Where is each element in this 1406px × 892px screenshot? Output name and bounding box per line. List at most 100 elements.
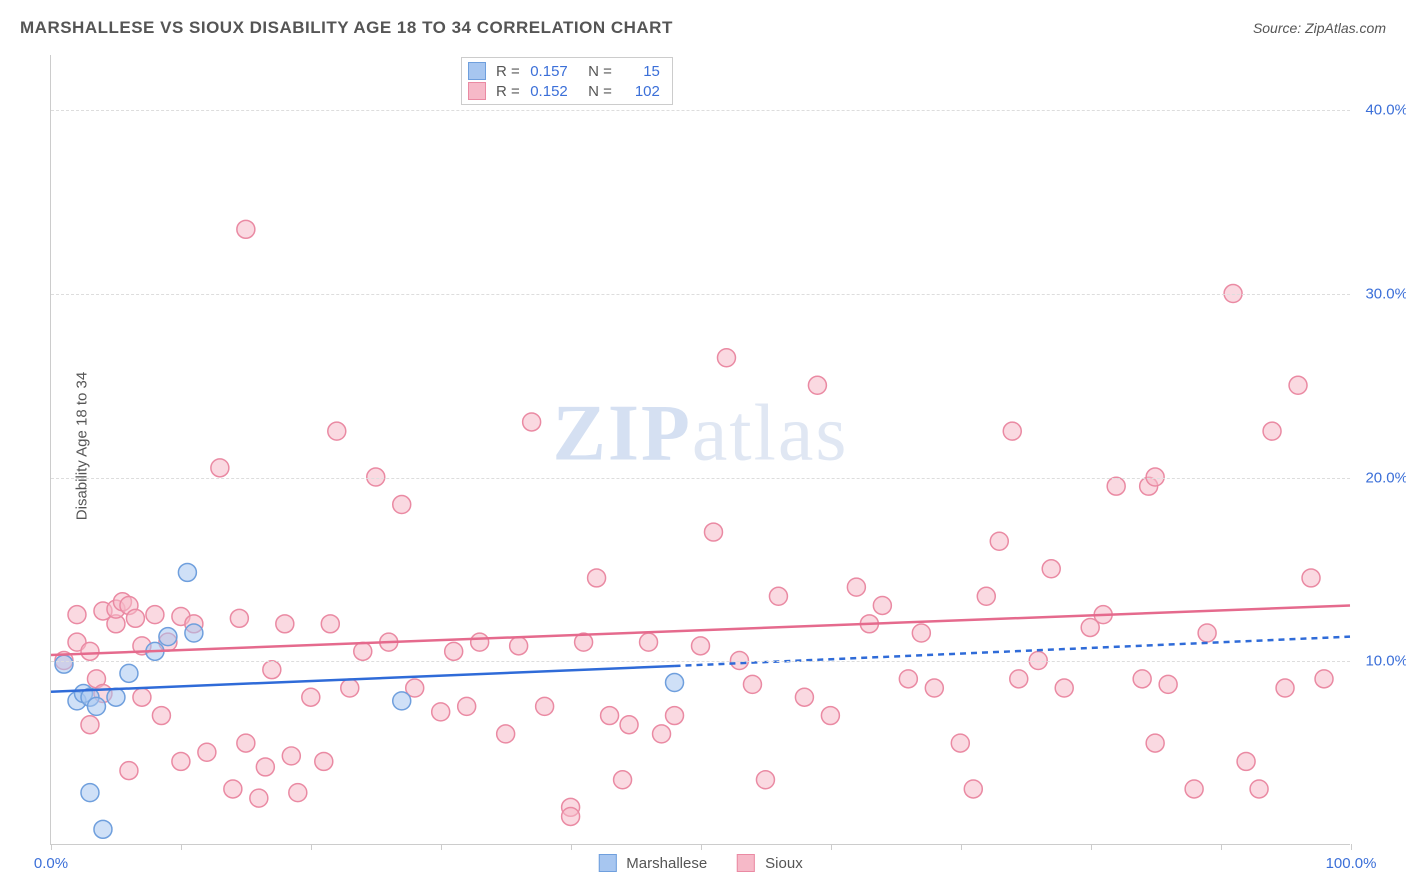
- swatch-sioux-icon: [737, 854, 755, 872]
- y-tick-label: 10.0%: [1358, 653, 1406, 670]
- data-point: [328, 422, 346, 440]
- data-point: [666, 674, 684, 692]
- x-tick-mark: [311, 844, 312, 850]
- data-point: [977, 587, 995, 605]
- data-point: [471, 633, 489, 651]
- swatch-marshallese: [468, 62, 486, 80]
- header: MARSHALLESE VS SIOUX DISABILITY AGE 18 T…: [20, 18, 1386, 38]
- data-point: [1250, 780, 1268, 798]
- swatch-marshallese-icon: [598, 854, 616, 872]
- data-point: [614, 771, 632, 789]
- data-point: [152, 707, 170, 725]
- data-point: [237, 734, 255, 752]
- chart-title: MARSHALLESE VS SIOUX DISABILITY AGE 18 T…: [20, 18, 673, 38]
- data-point: [601, 707, 619, 725]
- data-point: [81, 784, 99, 802]
- x-tick-mark: [701, 844, 702, 850]
- data-point: [666, 707, 684, 725]
- data-point: [341, 679, 359, 697]
- trend-line: [51, 666, 675, 692]
- data-point: [497, 725, 515, 743]
- data-point: [172, 752, 190, 770]
- data-point: [250, 789, 268, 807]
- data-point: [321, 615, 339, 633]
- data-point: [432, 703, 450, 721]
- data-point: [1237, 752, 1255, 770]
- data-point: [87, 697, 105, 715]
- x-tick-mark: [181, 844, 182, 850]
- data-point: [126, 609, 144, 627]
- data-point: [769, 587, 787, 605]
- data-point: [237, 220, 255, 238]
- data-point: [68, 606, 86, 624]
- data-point: [230, 609, 248, 627]
- data-point: [912, 624, 930, 642]
- gridline: [51, 661, 1350, 662]
- x-tick-mark: [441, 844, 442, 850]
- x-tick-label: 0.0%: [34, 855, 68, 872]
- data-point: [445, 642, 463, 660]
- scatter-svg: [51, 55, 1350, 844]
- data-point: [821, 707, 839, 725]
- y-tick-label: 40.0%: [1358, 102, 1406, 119]
- data-point: [925, 679, 943, 697]
- y-tick-label: 20.0%: [1358, 469, 1406, 486]
- data-point: [211, 459, 229, 477]
- data-point: [990, 532, 1008, 550]
- data-point: [1276, 679, 1294, 697]
- bottom-legend: Marshallese Sioux: [598, 854, 802, 872]
- data-point: [620, 716, 638, 734]
- x-tick-mark: [961, 844, 962, 850]
- data-point: [198, 743, 216, 761]
- data-point: [1159, 675, 1177, 693]
- x-tick-mark: [51, 844, 52, 850]
- data-point: [159, 628, 177, 646]
- data-point: [951, 734, 969, 752]
- data-point: [120, 762, 138, 780]
- data-point: [640, 633, 658, 651]
- chart-plot-area: ZIPatlas R = 0.157 N = 15 R = 0.152 N = …: [50, 55, 1350, 845]
- data-point: [146, 606, 164, 624]
- data-point: [393, 496, 411, 514]
- data-point: [1055, 679, 1073, 697]
- data-point: [302, 688, 320, 706]
- data-point: [224, 780, 242, 798]
- data-point: [55, 655, 73, 673]
- correlation-stat-box: R = 0.157 N = 15 R = 0.152 N = 102: [461, 57, 673, 105]
- data-point: [562, 807, 580, 825]
- x-tick-mark: [831, 844, 832, 850]
- data-point: [1302, 569, 1320, 587]
- stat-row-sioux: R = 0.152 N = 102: [468, 81, 660, 101]
- data-point: [315, 752, 333, 770]
- data-point: [743, 675, 761, 693]
- data-point: [964, 780, 982, 798]
- data-point: [178, 563, 196, 581]
- data-point: [1315, 670, 1333, 688]
- data-point: [523, 413, 541, 431]
- data-point: [756, 771, 774, 789]
- x-tick-mark: [1351, 844, 1352, 850]
- data-point: [1042, 560, 1060, 578]
- data-point: [808, 376, 826, 394]
- data-point: [704, 523, 722, 541]
- stat-row-marshallese: R = 0.157 N = 15: [468, 61, 660, 81]
- data-point: [653, 725, 671, 743]
- data-point: [1185, 780, 1203, 798]
- gridline: [51, 478, 1350, 479]
- data-point: [185, 624, 203, 642]
- data-point: [133, 688, 151, 706]
- data-point: [120, 664, 138, 682]
- y-tick-label: 30.0%: [1358, 285, 1406, 302]
- data-point: [1146, 734, 1164, 752]
- gridline: [51, 110, 1350, 111]
- data-point: [458, 697, 476, 715]
- data-point: [795, 688, 813, 706]
- data-point: [94, 820, 112, 838]
- data-point: [1010, 670, 1028, 688]
- data-point: [717, 349, 735, 367]
- data-point: [282, 747, 300, 765]
- data-point: [873, 596, 891, 614]
- data-point: [107, 688, 125, 706]
- data-point: [1198, 624, 1216, 642]
- data-point: [1107, 477, 1125, 495]
